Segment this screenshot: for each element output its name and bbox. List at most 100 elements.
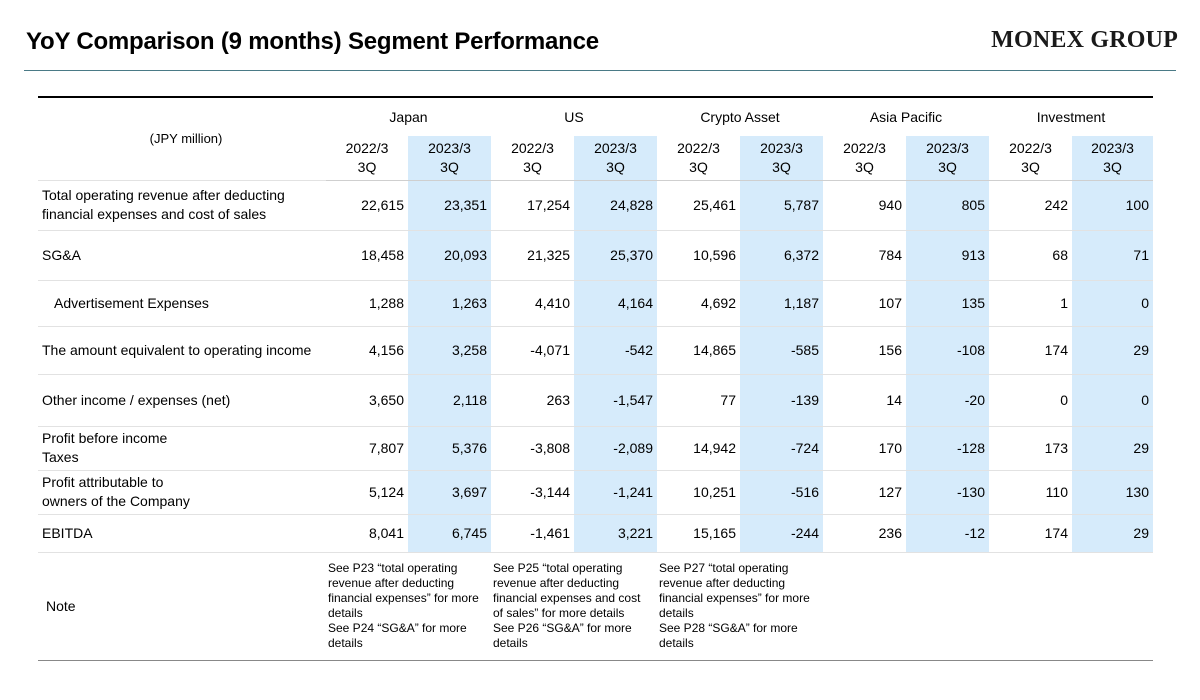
- period-header: 2023/3 3Q: [906, 136, 989, 181]
- table-cell: 170: [823, 425, 906, 470]
- table-cell: -3,144: [491, 469, 574, 514]
- table-cell: -3,808: [491, 425, 574, 470]
- segment-header-row: (JPY million) Japan US Crypto Asset Asia…: [38, 98, 1153, 146]
- table-cell: -4,071: [491, 325, 574, 374]
- table-cell: 7,807: [326, 425, 408, 470]
- period-header: 2023/3 3Q: [408, 136, 491, 181]
- table-cell: 2,118: [408, 373, 491, 426]
- period-header: 2022/3 3Q: [823, 136, 906, 181]
- period-header: 2023/3 3Q: [574, 136, 657, 181]
- table-cell: 5,376: [408, 425, 491, 470]
- table-cell: 1,263: [408, 279, 491, 326]
- table-cell: 10,596: [657, 229, 740, 280]
- note-japan: See P23 “total operating revenue after d…: [326, 551, 491, 661]
- table-cell: -108: [906, 325, 989, 374]
- period-header: 2023/3 3Q: [740, 136, 823, 181]
- table-cell: 940: [823, 179, 906, 230]
- row-label: Total operating revenue after deducting …: [38, 179, 326, 230]
- table-cell: 127: [823, 469, 906, 514]
- table-cell: 18,458: [326, 229, 408, 280]
- table-cell: 10,251: [657, 469, 740, 514]
- table-cell: -724: [740, 425, 823, 470]
- table-cell: -1,547: [574, 373, 657, 426]
- table-cell: 14: [823, 373, 906, 426]
- period-header-row: 2022/3 3Q 2023/3 3Q 2022/3 3Q 2023/3 3Q 2022…: [38, 136, 1153, 181]
- table-cell: 5,787: [740, 179, 823, 230]
- table-cell: -2,089: [574, 425, 657, 470]
- table-cell: -1,461: [491, 513, 574, 552]
- table-cell: 25,461: [657, 179, 740, 230]
- table-cell: 3,697: [408, 469, 491, 514]
- table-cell: -20: [906, 373, 989, 426]
- table-cell: 14,865: [657, 325, 740, 374]
- table-cell: 17,254: [491, 179, 574, 230]
- note-row: Note See P23 “total operating revenue af…: [38, 551, 1153, 661]
- table-cell: 1,187: [740, 279, 823, 326]
- table-row: EBITDA 8,041 6,745 -1,461 3,221 15,165 -244 236…: [38, 513, 1153, 552]
- row-label: The amount equivalent to operating incom…: [38, 325, 326, 374]
- table-row: Profit attributable to owners of the Com…: [38, 469, 1153, 514]
- table-row: Other income / expenses (net) 3,650 2,118 2…: [38, 373, 1153, 426]
- title-divider: [24, 70, 1176, 71]
- table-cell: 135: [906, 279, 989, 326]
- period-header: 2023/3 3Q: [1072, 136, 1153, 181]
- table-cell: 4,164: [574, 279, 657, 326]
- table-cell: 156: [823, 325, 906, 374]
- segment-header: Asia Pacific: [869, 109, 943, 125]
- table-cell: 23,351: [408, 179, 491, 230]
- table-cell: -128: [906, 425, 989, 470]
- table-cell: 263: [491, 373, 574, 426]
- period-header: 2022/3 3Q: [657, 136, 740, 181]
- table-cell: 29: [1072, 513, 1153, 552]
- table-row: Advertisement Expenses 1,288 1,263 4,410 4,1…: [38, 279, 1153, 326]
- table-cell: 71: [1072, 229, 1153, 280]
- note-us: See P25 “total operating revenue after d…: [491, 551, 657, 661]
- table-cell: 29: [1072, 325, 1153, 374]
- table-cell: 14,942: [657, 425, 740, 470]
- table-cell: -542: [574, 325, 657, 374]
- period-header: 2022/3 3Q: [491, 136, 574, 181]
- table-cell: 3,650: [326, 373, 408, 426]
- table-cell: 913: [906, 229, 989, 280]
- table-cell: 4,692: [657, 279, 740, 326]
- table-cell: 20,093: [408, 229, 491, 280]
- table-cell: 24,828: [574, 179, 657, 230]
- table-cell: 25,370: [574, 229, 657, 280]
- table-cell: -244: [740, 513, 823, 552]
- row-label: Profit before income Taxes: [38, 425, 326, 470]
- table-row: SG&A 18,458 20,093 21,325 25,370 10,596 6,372 7…: [38, 229, 1153, 280]
- table-cell: 4,410: [491, 279, 574, 326]
- table-cell: 0: [1072, 279, 1153, 326]
- page-title: YoY Comparison (9 months) Segment Perfor…: [26, 28, 599, 55]
- table-cell: 174: [989, 513, 1072, 552]
- table-cell: 1,288: [326, 279, 408, 326]
- table-row: Profit before income Taxes 7,807 5,376 -3,8…: [38, 425, 1153, 470]
- table-cell: 4,156: [326, 325, 408, 374]
- row-label: Other income / expenses (net): [38, 373, 326, 426]
- table-cell: 8,041: [326, 513, 408, 552]
- table-cell: -516: [740, 469, 823, 514]
- segment-header: US: [564, 109, 584, 125]
- table-cell: 107: [823, 279, 906, 326]
- table-cell: -130: [906, 469, 989, 514]
- row-label: Advertisement Expenses: [38, 279, 326, 326]
- table-cell: 68: [989, 229, 1072, 280]
- table-cell: 130: [1072, 469, 1153, 514]
- row-label: EBITDA: [38, 513, 326, 552]
- period-header: 2022/3 3Q: [326, 136, 408, 181]
- table-cell: 110: [989, 469, 1072, 514]
- table-cell: 5,124: [326, 469, 408, 514]
- table-cell: 29: [1072, 425, 1153, 470]
- segment-header: Japan: [389, 109, 428, 125]
- note-label: Note: [38, 551, 326, 661]
- table-cell: 77: [657, 373, 740, 426]
- table-cell: 805: [906, 179, 989, 230]
- unit-label: (JPY million): [149, 131, 223, 147]
- table-cell: 15,165: [657, 513, 740, 552]
- table-cell: 0: [1072, 373, 1153, 426]
- table-cell: 174: [989, 325, 1072, 374]
- table-cell: 6,745: [408, 513, 491, 552]
- row-label: Profit attributable to owners of the Com…: [38, 469, 326, 514]
- period-header: 2022/3 3Q: [989, 136, 1072, 181]
- table-cell: 3,221: [574, 513, 657, 552]
